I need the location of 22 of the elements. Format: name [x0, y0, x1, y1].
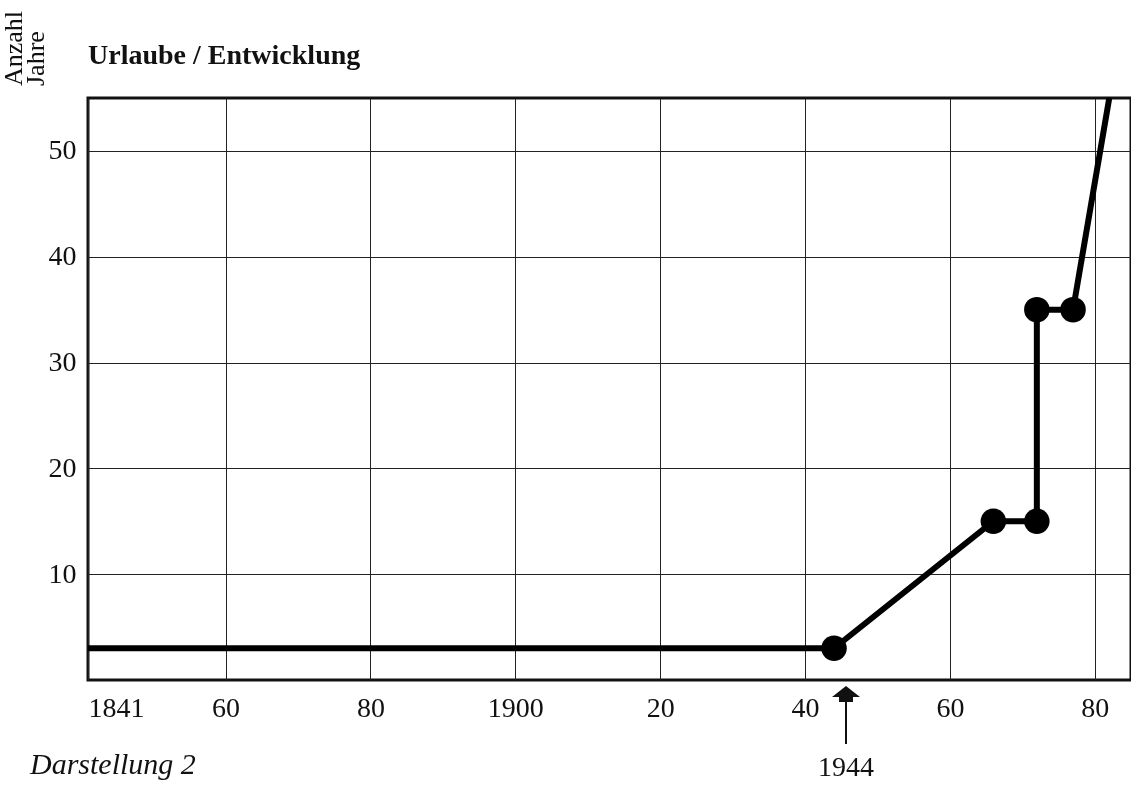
- y-axis-title: Anzahl Jahre: [0, 10, 50, 86]
- text: 1944: [818, 751, 874, 782]
- y-tick-label: 20: [48, 451, 77, 483]
- chart-title: Urlaube / Entwicklung: [88, 39, 361, 70]
- point: [821, 635, 847, 661]
- text: Darstellung 2: [29, 747, 196, 780]
- x-tick-label: 1841: [88, 691, 145, 723]
- x-tick-label: 80: [1081, 691, 1110, 723]
- x-tick-label: 20: [646, 691, 675, 723]
- x-tick-label: 40: [791, 691, 820, 723]
- point: [1060, 296, 1086, 323]
- x-tick-label: 60: [212, 691, 241, 723]
- y-tick-label: 50: [48, 134, 77, 166]
- point: [1024, 508, 1050, 534]
- y-tick-label: 40: [48, 240, 77, 272]
- point: [980, 508, 1007, 534]
- x-tick-label: 60: [936, 691, 965, 723]
- x-tick-label: 80: [356, 691, 385, 723]
- point: [1024, 296, 1050, 323]
- y-tick-label: 30: [48, 346, 77, 378]
- x-tick-label: 1900: [487, 691, 544, 723]
- y-tick-label: 10: [48, 557, 77, 589]
